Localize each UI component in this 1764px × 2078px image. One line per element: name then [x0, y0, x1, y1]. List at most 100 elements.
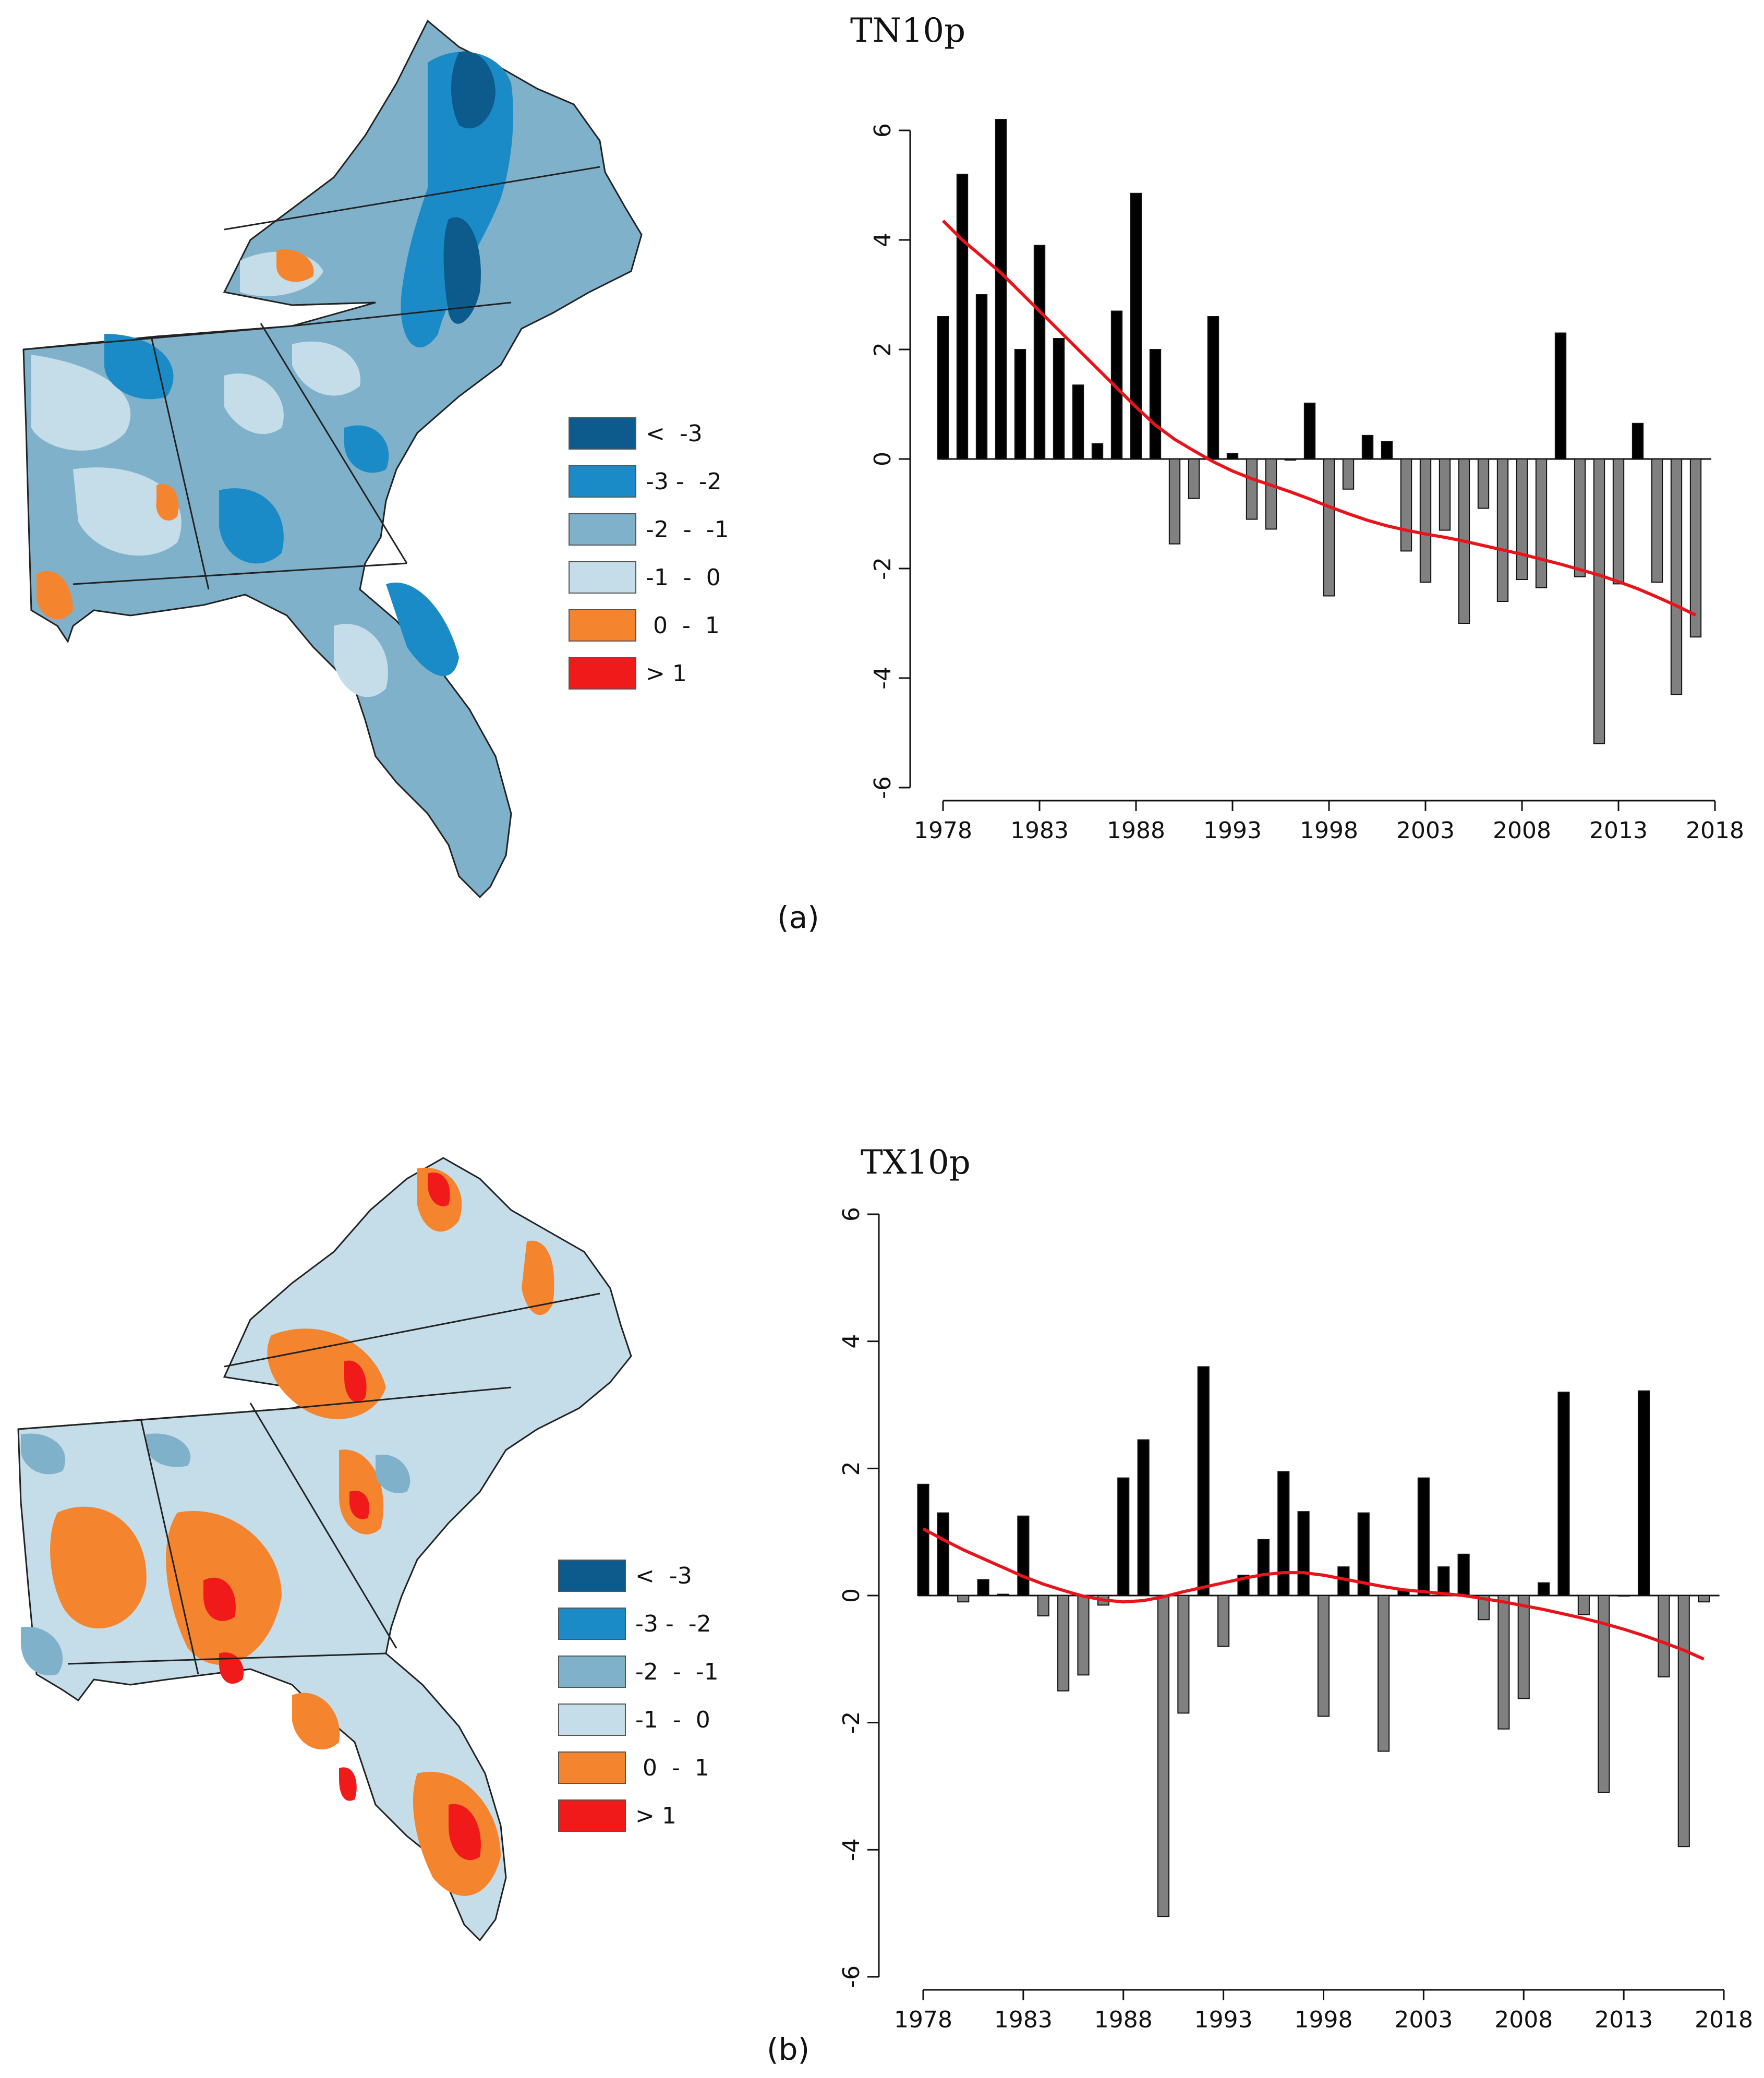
map-b-red-patch-6 — [349, 1491, 370, 1519]
bar — [1342, 458, 1355, 490]
x-tick-label: 1983 — [1010, 817, 1069, 844]
legend-b-label: < -3 — [635, 1562, 692, 1589]
bar — [1612, 458, 1625, 585]
map-b-red-patch-3 — [449, 1804, 481, 1860]
x-tick-label: 1978 — [914, 817, 972, 844]
bar — [1168, 458, 1181, 545]
bar — [1361, 434, 1374, 460]
bar — [1072, 384, 1084, 460]
bar — [1177, 1595, 1190, 1714]
map-b-orange-region-8 — [522, 1240, 554, 1315]
map-b-orange-region-6 — [292, 1693, 340, 1750]
map-b-bluegray-region — [21, 1433, 66, 1475]
bar — [1497, 1595, 1510, 1730]
bar — [1577, 1595, 1590, 1615]
bar — [1207, 316, 1219, 460]
y-tick-label: 6 — [869, 123, 896, 138]
legend-b-label: > 1 — [635, 1802, 676, 1829]
bar — [1381, 441, 1393, 460]
bar — [937, 1512, 949, 1597]
x-tick-label: 2018 — [1695, 2007, 1753, 2033]
bar — [1378, 1595, 1390, 1752]
map-b-red-patch — [203, 1577, 236, 1621]
map-a-deepblue-region — [451, 51, 496, 129]
legend-a-item: -3 - -2 — [569, 465, 722, 498]
bar — [1437, 1566, 1450, 1597]
bar — [1297, 1511, 1310, 1596]
bar — [1137, 1439, 1150, 1596]
map-a-blue-region-2 — [104, 334, 174, 400]
bar — [1303, 402, 1316, 460]
bar — [1017, 1515, 1030, 1596]
y-tick-label: -2 — [869, 557, 896, 580]
trend-line — [941, 220, 1697, 617]
x-tick-label: 2008 — [1493, 817, 1551, 844]
legend-b-label: 0 - 1 — [635, 1754, 709, 1781]
bar — [956, 174, 969, 460]
x-tick-label: 1978 — [894, 2007, 952, 2033]
bar — [1033, 245, 1046, 460]
y-tick-label: 4 — [869, 233, 896, 247]
bar — [1130, 192, 1142, 460]
y-tick-label: 4 — [838, 1334, 865, 1349]
bar — [1014, 349, 1026, 460]
bar — [1400, 458, 1412, 552]
bar — [1557, 1392, 1570, 1596]
legend-b-swatch — [558, 1799, 626, 1832]
bar — [1574, 458, 1586, 577]
bar — [1658, 1595, 1670, 1677]
bar — [1677, 1595, 1690, 1847]
map-b-red-patch-7 — [339, 1767, 357, 1801]
x-tick-label: 1988 — [1094, 2007, 1153, 2033]
legend-b-swatch — [558, 1560, 626, 1592]
trend-line — [922, 1527, 1705, 1661]
map-a-lightblue-region-3 — [224, 373, 284, 434]
bar — [975, 294, 988, 460]
panel-label-a: (a) — [777, 900, 819, 935]
map-a-lightblue-region — [31, 355, 131, 451]
map-b-state-lines — [18, 1292, 600, 1675]
legend-a: < -3 -3 - -2 -2 - -1 -1 - 0 0 - 1 > 1 — [569, 417, 788, 699]
map-b-bluegray-region-3 — [376, 1454, 410, 1493]
bar — [1226, 453, 1239, 460]
legend-b-swatch — [558, 1704, 626, 1736]
map-a-orange-patch-3 — [37, 571, 73, 620]
map-tx10p — [17, 1157, 632, 1942]
x-tick-label: 2013 — [1589, 817, 1648, 844]
map-a-region-outline — [22, 19, 643, 899]
y-tick-label: -6 — [838, 1965, 865, 1988]
x-tick-label: 2008 — [1494, 2007, 1553, 2033]
y-tick-label: 2 — [869, 342, 896, 357]
bar — [977, 1579, 989, 1597]
legend-a-swatch — [569, 609, 636, 642]
map-a-blue-region-5 — [386, 582, 459, 676]
bar — [1117, 1477, 1130, 1597]
map-a-darkblue-region — [401, 52, 513, 348]
legend-a-swatch — [569, 657, 636, 690]
bar — [1457, 1553, 1470, 1597]
legend-b-label: -2 - -1 — [635, 1658, 719, 1685]
legend-b-swatch — [558, 1656, 626, 1688]
legend-a-label: -1 - 0 — [646, 564, 721, 591]
x-tick-label: 2003 — [1394, 2007, 1453, 2033]
map-b-orange-region — [50, 1506, 147, 1629]
map-tn10p — [22, 19, 643, 899]
bar — [917, 1483, 929, 1597]
map-a-blue-region-3 — [219, 488, 284, 564]
chart-tx10p: TX10p -6 -4 -2 0 2 4 6 1978 1983 1988 1993 1998 2003 2… — [838, 1143, 1753, 2033]
bar — [1670, 458, 1683, 695]
map-a-blue-region-4 — [344, 425, 389, 473]
panel-label-b: (b) — [767, 2032, 810, 2067]
bar — [1689, 458, 1702, 638]
legend-b-item: -1 - 0 — [558, 1704, 710, 1736]
bar — [1323, 458, 1335, 597]
bar — [1554, 332, 1567, 460]
bar — [1265, 458, 1277, 530]
legend-b-swatch — [558, 1608, 626, 1640]
legend-a-label: -3 - -2 — [646, 468, 722, 495]
map-a-deepblue-region-2 — [443, 217, 481, 324]
bar — [1439, 458, 1451, 531]
x-tick-label: 2018 — [1686, 817, 1744, 844]
legend-b-item: -2 - -1 — [558, 1656, 719, 1688]
